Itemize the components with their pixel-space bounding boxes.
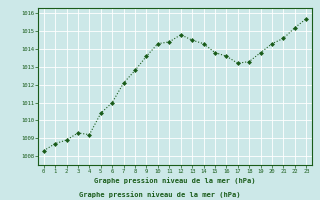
X-axis label: Graphe pression niveau de la mer (hPa): Graphe pression niveau de la mer (hPa) bbox=[94, 177, 256, 184]
Text: Graphe pression niveau de la mer (hPa): Graphe pression niveau de la mer (hPa) bbox=[79, 191, 241, 198]
